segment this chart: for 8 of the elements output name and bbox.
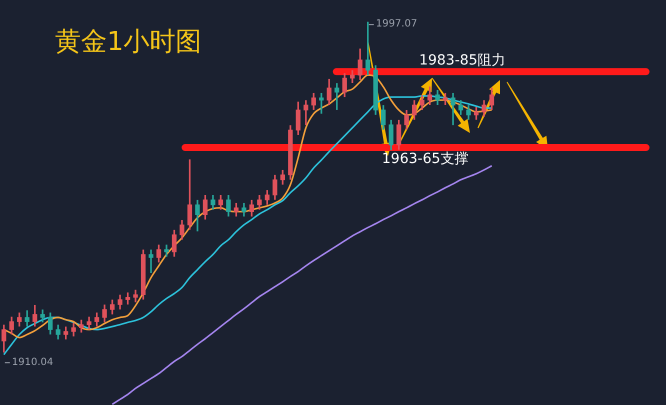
- candlestick: [164, 244, 169, 257]
- candlestick: [148, 250, 154, 274]
- annotation: 1997.07: [376, 18, 418, 30]
- ref-line-label: 1963-65支撑: [382, 151, 468, 168]
- chart-title: 黄金1小时图: [55, 26, 202, 59]
- candlestick: [450, 92, 456, 126]
- ref-line-label: 1983-85阻力: [419, 52, 506, 68]
- text: 1910.04: [12, 356, 54, 368]
